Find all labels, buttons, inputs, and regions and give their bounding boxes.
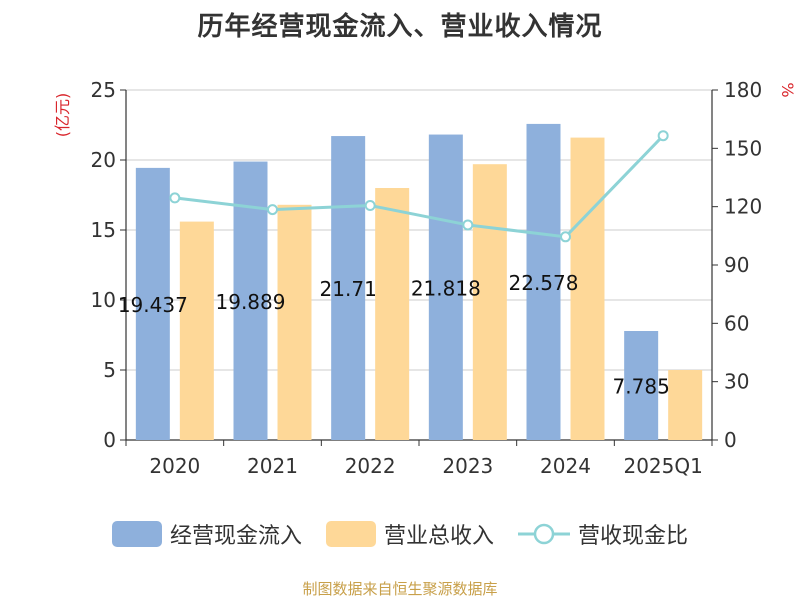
data-label-cash-inflow: 19.437 <box>118 293 188 317</box>
data-label-cash-inflow: 7.785 <box>613 375 670 399</box>
bar-cash-inflow <box>135 167 170 440</box>
legend-item-cash-ratio[interactable]: 营收现金比 <box>518 518 688 550</box>
cash-ratio-point <box>657 130 669 142</box>
legend: 经营现金流入 营业总收入 营收现金比 <box>0 516 800 552</box>
x-tick-label: 2023 <box>442 454 493 478</box>
x-tick-label: 2021 <box>247 454 298 478</box>
bar-cash-inflow <box>624 331 659 440</box>
legend-label-cash-inflow: 经营现金流入 <box>169 524 302 549</box>
data-label-cash-inflow: 21.71 <box>320 277 377 301</box>
cash-ratio-point <box>560 231 571 243</box>
x-tick-label: 2020 <box>149 454 200 478</box>
y-right-tick-label: 30 <box>724 370 749 394</box>
legend-swatch-revenue <box>325 521 376 547</box>
y-right-tick-label: 150 <box>724 136 762 160</box>
x-tick-label: 2025Q1 <box>623 454 702 478</box>
data-label-cash-inflow: 19.889 <box>216 290 286 314</box>
y-left-tick-label: 10 <box>91 288 116 312</box>
x-tick-label: 2024 <box>540 454 591 478</box>
bar-cash-inflow <box>331 136 366 440</box>
legend-item-revenue[interactable]: 营业总收入 <box>325 518 494 550</box>
y-right-tick-label: 0 <box>724 428 737 452</box>
cash-ratio-point <box>169 192 181 204</box>
bar-revenue <box>570 137 605 440</box>
data-label-cash-inflow: 21.818 <box>411 276 481 300</box>
y-left-tick-label: 15 <box>91 218 116 242</box>
cash-ratio-point <box>462 219 474 231</box>
source-note: 制图数据来自恒生聚源数据库 <box>302 580 498 598</box>
legend-label-revenue: 营业总收入 <box>383 524 494 549</box>
bar-revenue <box>375 188 410 440</box>
bar-revenue <box>179 221 214 440</box>
y-left-tick-label: 20 <box>91 148 116 172</box>
y-right-tick-label: 90 <box>724 253 749 277</box>
y-right-tick-label: 60 <box>724 311 749 335</box>
bar-revenue <box>668 370 703 440</box>
cash-ratio-line <box>174 134 665 239</box>
legend-swatch-cash-inflow <box>111 521 162 547</box>
legend-line-marker-icon <box>518 523 570 545</box>
chart-title: 历年经营现金流入、营业收入情况 <box>197 12 603 42</box>
bar-cash-inflow <box>428 134 463 440</box>
y-right-tick-label: 180 <box>724 78 762 102</box>
y-left-tick-label: 5 <box>103 358 116 382</box>
y-left-tick-label: 25 <box>91 78 116 102</box>
legend-label-cash-ratio: 营收现金比 <box>578 524 689 549</box>
data-label-cash-inflow: 22.578 <box>509 271 579 295</box>
bar-revenue <box>277 204 312 440</box>
bar-revenue <box>472 164 507 440</box>
cash-ratio-point <box>364 200 376 211</box>
y-right-tick-label: 120 <box>724 195 762 219</box>
x-tick-label: 2022 <box>345 454 396 478</box>
cash-ratio-point <box>267 204 278 216</box>
y-left-axis-title: (亿元) <box>53 93 72 138</box>
bar-cash-inflow <box>526 123 561 441</box>
legend-item-cash-inflow[interactable]: 经营现金流入 <box>111 518 302 550</box>
y-right-axis-title: % <box>778 82 797 97</box>
y-left-tick-label: 0 <box>103 428 116 452</box>
